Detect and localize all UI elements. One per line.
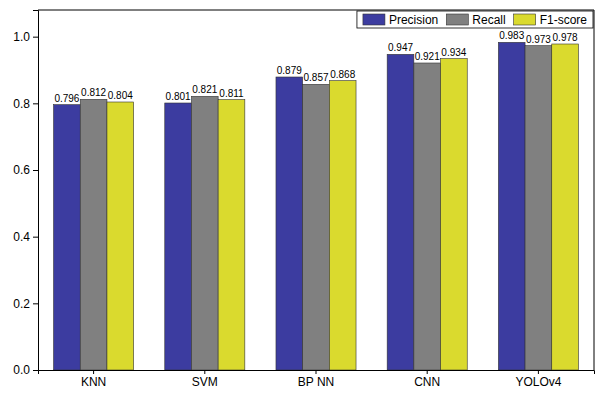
tick: 0.2 — [13, 297, 38, 311]
data-label: 0.978 — [553, 32, 578, 43]
bar — [525, 46, 552, 370]
tick-label: CNN — [414, 375, 440, 389]
chart: 0.796 0.801 0.879 0.947 0.983 0.812 0.821 0.857… — [0, 0, 600, 394]
bar — [303, 84, 330, 370]
tick-label: 0.8 — [13, 97, 30, 111]
tick: BP NN — [298, 370, 334, 389]
tick-mark — [33, 170, 38, 171]
tick-label: 1.0 — [13, 30, 30, 44]
bars — [54, 42, 579, 370]
bar — [107, 102, 134, 370]
data-label: 0.973 — [526, 34, 551, 45]
legend-item: Recall — [446, 13, 505, 27]
axis-line — [39, 371, 595, 375]
data-labels: 0.796 0.801 0.879 0.947 0.983 0.812 0.821 0.857… — [54, 30, 578, 103]
data-label: 0.811 — [219, 88, 244, 99]
data-label: 0.857 — [303, 72, 328, 83]
data-label: 0.879 — [277, 65, 302, 76]
data-label: 0.921 — [415, 51, 440, 62]
tick-label: 0.6 — [13, 163, 30, 177]
plot: 0.796 0.801 0.879 0.947 0.983 0.812 0.821 0.857… — [13, 10, 594, 389]
tick: 0.6 — [13, 163, 38, 177]
data-label: 0.804 — [108, 90, 133, 101]
legend-label: Precision — [389, 13, 438, 27]
bar — [329, 81, 356, 370]
bar — [191, 96, 218, 370]
bar — [441, 59, 468, 370]
tick: 1.0 — [13, 30, 38, 44]
tick-label: BP NN — [298, 375, 334, 389]
legend-item: F1-score — [514, 13, 588, 27]
tick-mark — [33, 37, 38, 38]
tick-mark — [316, 370, 317, 374]
bar — [218, 100, 245, 370]
tick: 0.8 — [13, 97, 38, 111]
tick-mark — [427, 370, 428, 374]
bar — [54, 105, 81, 370]
x-axis: KNN SVM BP NN CNN YOLOv4 — [39, 370, 595, 389]
data-label: 0.801 — [166, 91, 191, 102]
tick-mark — [33, 370, 38, 371]
tick: YOLOv4 — [515, 370, 561, 389]
legend-label: F1-score — [540, 13, 588, 27]
tick: CNN — [414, 370, 440, 389]
tick-mark — [93, 370, 94, 374]
legend: Precision Recall F1-score — [357, 11, 593, 28]
legend-swatch — [363, 14, 385, 25]
frame — [38, 10, 594, 11]
tick: SVM — [192, 370, 218, 389]
tick-label: SVM — [192, 375, 218, 389]
data-label: 0.796 — [54, 93, 79, 104]
bar — [414, 63, 441, 370]
bar — [552, 44, 579, 370]
data-label: 0.983 — [499, 30, 524, 41]
y-axis: 0.0 0.2 0.4 0.6 0.8 1.0 — [13, 11, 38, 378]
axis-line — [33, 11, 39, 371]
tick-label: 0.2 — [13, 297, 30, 311]
data-label: 0.934 — [441, 47, 466, 58]
tick-mark — [538, 370, 539, 374]
bar — [165, 103, 192, 370]
legend-swatch — [514, 14, 536, 25]
data-label: 0.812 — [81, 87, 106, 98]
bar — [498, 42, 525, 370]
bar-series — [80, 46, 551, 370]
data-label: 0.821 — [192, 84, 217, 95]
legend-box — [357, 11, 593, 28]
tick: 0.4 — [13, 230, 38, 244]
tick-label: YOLOv4 — [515, 375, 561, 389]
tick-mark — [33, 303, 38, 304]
legend-label: Recall — [472, 13, 505, 27]
legend-item: Precision — [363, 13, 438, 27]
tick-label: 0.0 — [13, 363, 30, 377]
tick-mark — [33, 237, 38, 238]
tick-mark — [33, 103, 38, 104]
tick-label: KNN — [81, 375, 106, 389]
data-label: 0.868 — [330, 69, 355, 80]
data-label: 0.947 — [388, 42, 413, 53]
legend-swatch — [446, 14, 468, 25]
bar-series — [107, 44, 578, 370]
bar — [80, 99, 107, 370]
bar — [276, 77, 303, 370]
bar-series — [54, 42, 525, 370]
bar — [387, 54, 414, 370]
tick: KNN — [81, 370, 106, 389]
tick: 0.0 — [13, 363, 38, 377]
tick-label: 0.4 — [13, 230, 30, 244]
tick-mark — [204, 370, 205, 374]
frame — [594, 10, 595, 370]
